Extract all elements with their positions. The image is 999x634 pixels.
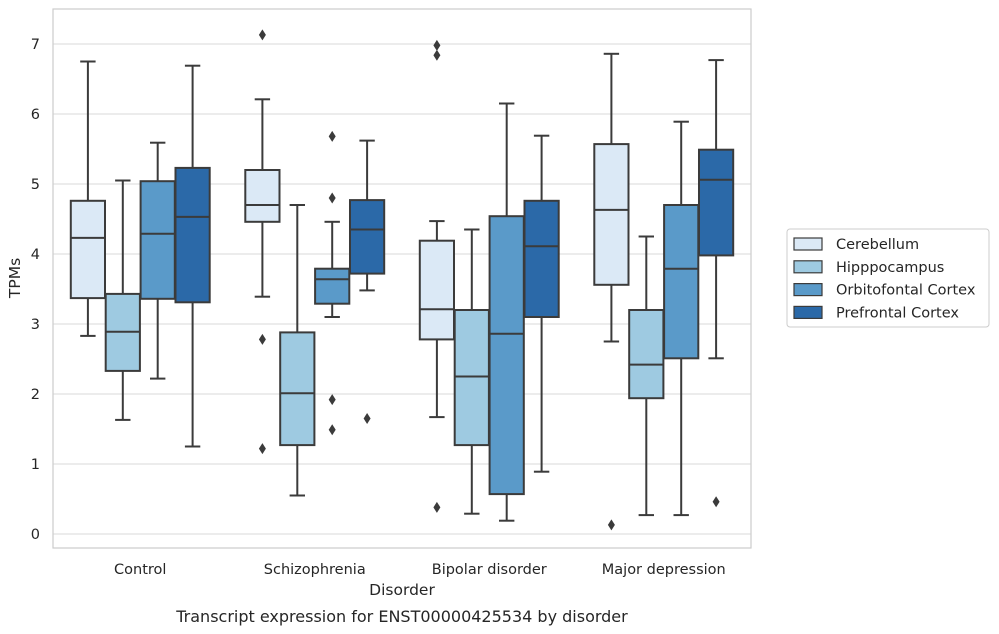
- legend-swatch: [793, 305, 823, 319]
- y-tick-label: 5: [31, 177, 40, 193]
- legend-swatch: [793, 283, 823, 297]
- box-body: [488, 215, 525, 496]
- boxes: [69, 29, 735, 531]
- box-3-0: [593, 52, 630, 531]
- legend-label: Hipppocampus: [836, 260, 944, 276]
- box-body: [663, 204, 700, 360]
- outlier-point: [363, 413, 371, 424]
- y-tick-labels: 0 1 2 3 4 5 6 7: [31, 37, 40, 543]
- box-1-3: [348, 139, 386, 424]
- box-3-2: [663, 120, 700, 517]
- outlier-point: [328, 424, 336, 436]
- box-0-2: [139, 141, 176, 380]
- y-tick-label: 3: [31, 317, 40, 333]
- outlier-point: [328, 394, 336, 406]
- box-2-2: [488, 102, 525, 522]
- x-tick-label: Bipolar disorder: [432, 562, 547, 578]
- box-body: [523, 199, 560, 318]
- y-tick-label: 0: [31, 527, 40, 543]
- chart-caption: Transcript expression for ENST0000042553…: [175, 607, 628, 626]
- box-2-0: [418, 39, 456, 513]
- legend-swatch: [793, 260, 823, 274]
- box-body: [593, 143, 630, 286]
- y-tick-label: 6: [31, 107, 40, 123]
- x-tick-labels: Control Schizophrenia Bipolar disorder Majo…: [114, 562, 726, 578]
- legend-swatch: [793, 237, 823, 251]
- outlier-point: [328, 130, 336, 142]
- outlier-point: [433, 39, 441, 51]
- legend: Cerebellum Hipppocampus Orbitofontal Corte…: [786, 228, 990, 328]
- x-tick-label: Schizophrenia: [264, 562, 366, 578]
- box-body: [628, 309, 665, 400]
- box-body: [139, 180, 176, 300]
- box-body: [697, 148, 735, 257]
- y-tick-label: 2: [31, 387, 40, 403]
- y-axis-title: TPMs: [6, 258, 24, 299]
- box-body: [314, 267, 351, 305]
- box-body: [174, 166, 211, 304]
- outlier-point: [258, 29, 266, 41]
- box-1-2: [314, 130, 351, 436]
- box-body: [69, 199, 107, 300]
- box-1-0: [244, 29, 281, 455]
- box-body: [348, 199, 386, 275]
- y-tick-label: 4: [31, 247, 40, 263]
- y-tick-label: 1: [31, 457, 40, 473]
- box-2-3: [523, 134, 560, 473]
- x-tick-label: Control: [114, 562, 166, 578]
- outlier-point: [712, 496, 720, 508]
- outlier-point: [433, 501, 441, 513]
- outlier-point: [433, 49, 441, 61]
- outlier-point: [258, 443, 266, 455]
- legend-frame: [786, 228, 990, 328]
- outlier-point: [607, 519, 615, 531]
- box-2-1: [453, 228, 490, 515]
- legend-label: Orbitofontal Cortex: [836, 283, 976, 299]
- box-body: [418, 239, 456, 341]
- legend-label: Prefrontal Cortex: [836, 305, 959, 321]
- plot-frame: [52, 8, 752, 549]
- box-body: [244, 169, 281, 223]
- box-0-0: [69, 60, 107, 337]
- box-0-1: [104, 179, 141, 421]
- x-tick-label: Major depression: [602, 562, 726, 578]
- outlier-point: [328, 192, 336, 204]
- y-tick-label: 7: [31, 37, 40, 53]
- box-body: [453, 309, 490, 447]
- box-0-3: [174, 64, 211, 448]
- box-1-1: [279, 204, 316, 497]
- gridlines: [53, 43, 751, 535]
- box-3-3: [697, 59, 735, 508]
- legend-label: Cerebellum: [836, 237, 919, 253]
- box-body: [279, 331, 316, 447]
- outlier-point: [258, 333, 266, 345]
- x-axis-title: Disorder: [369, 581, 435, 599]
